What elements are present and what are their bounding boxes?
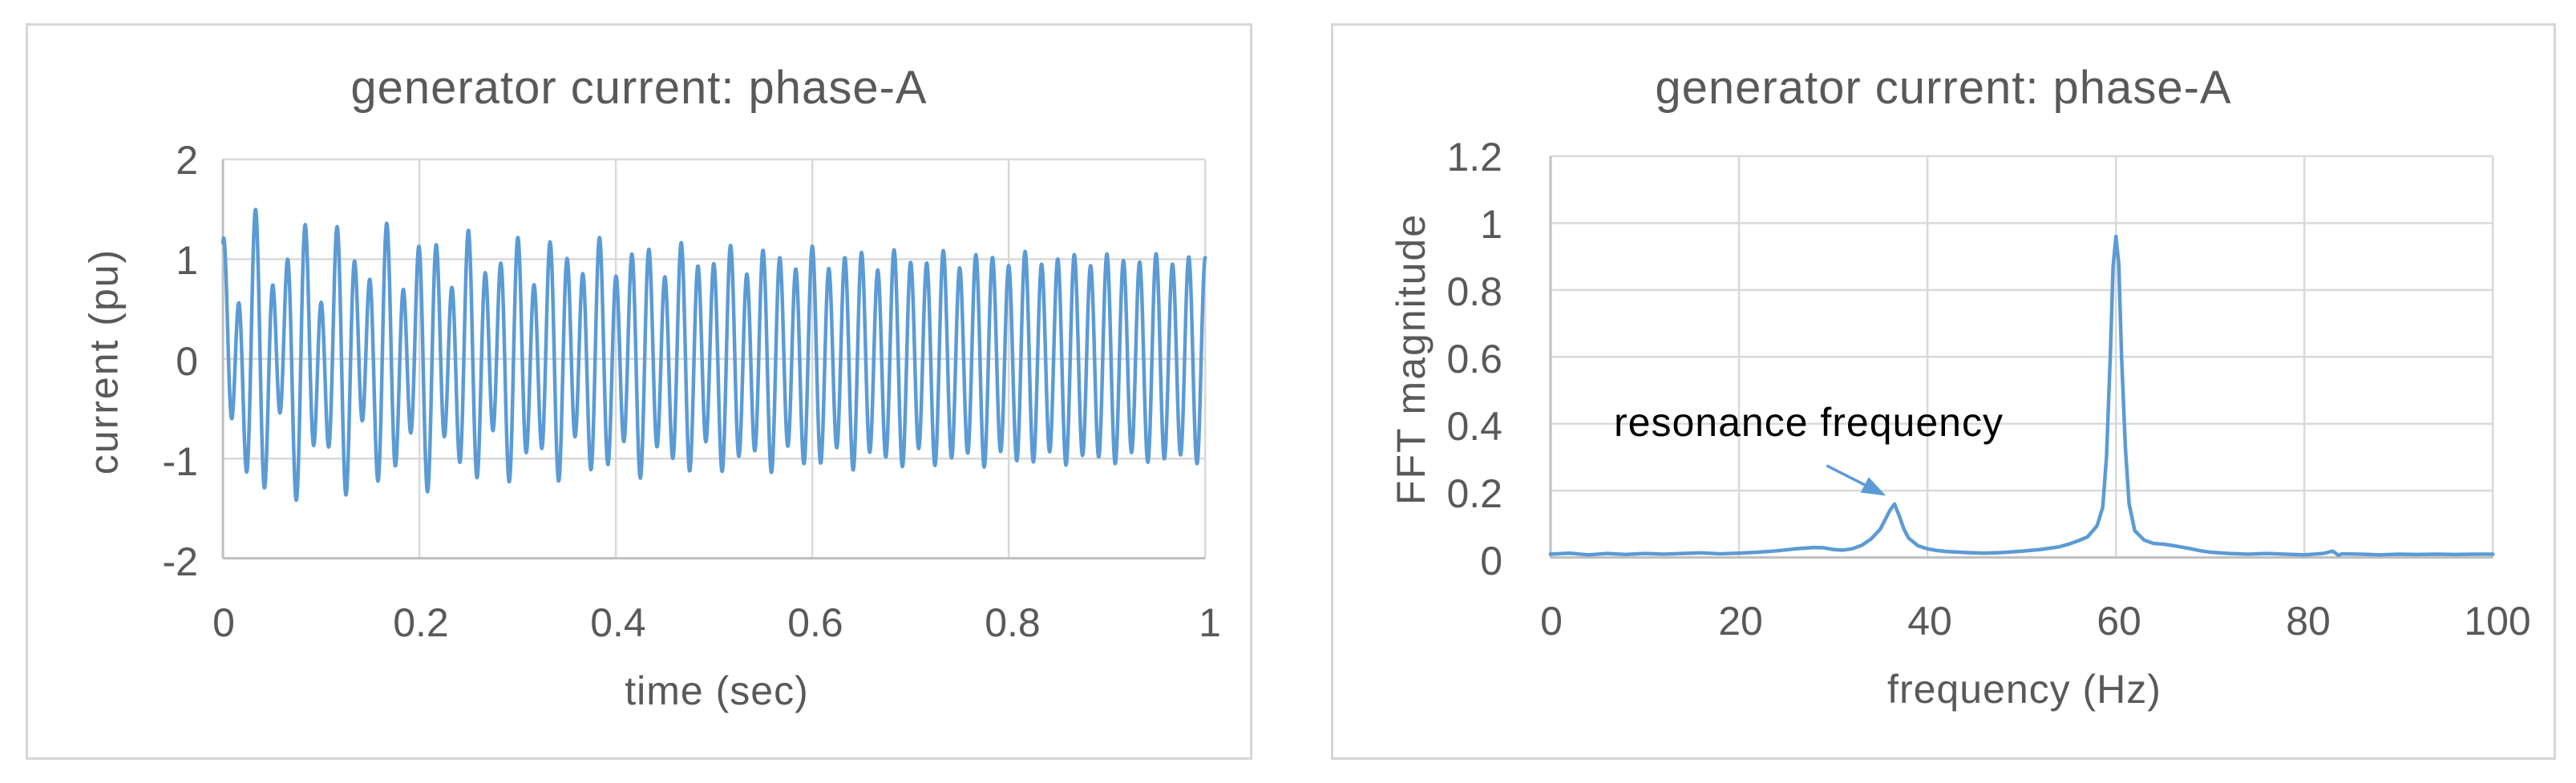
chart-title: generator current: phase-A [350, 62, 928, 114]
x-axis-title: time (sec) [625, 668, 809, 713]
y-axis-title: FFT magnitude [1389, 212, 1434, 506]
data-series-line [1548, 234, 2495, 557]
y-tick-label: 0 [1480, 539, 1502, 583]
y-tick-label: 1 [176, 238, 198, 284]
annotation-arrow-line [1826, 464, 1866, 486]
y-tick-label: 0.4 [1446, 404, 1502, 449]
annotation-arrowhead [1860, 477, 1887, 496]
x-tick-label: 0.4 [590, 600, 646, 645]
x-tick-label: 0.8 [985, 600, 1041, 645]
x-tick-label: 1 [1199, 600, 1221, 645]
chart-title: generator current: phase-A [1655, 62, 2232, 114]
fft-plot [1548, 155, 2495, 559]
x-tick-label: 40 [1907, 599, 1952, 644]
time-domain-chart-panel: generator current: phase-A time (sec) cu… [26, 23, 1252, 760]
time-domain-plot [220, 158, 1207, 560]
x-tick-label: 60 [2097, 599, 2141, 644]
data-series-line [220, 208, 1207, 502]
resonance-annotation-label: resonance frequency [1614, 400, 2004, 445]
x-tick-label: 0 [212, 600, 235, 645]
x-tick-label: 0 [1540, 599, 1563, 644]
y-tick-label: -2 [162, 539, 198, 584]
x-tick-label: 80 [2286, 599, 2331, 644]
y-tick-label: 0.2 [1446, 471, 1502, 516]
x-axis-title: frequency (Hz) [1887, 667, 2161, 712]
x-tick-label: 20 [1718, 599, 1763, 644]
x-tick-label: 0.6 [787, 600, 843, 645]
y-tick-label: -1 [162, 438, 198, 484]
fft-chart-panel: generator current: phase-A frequency (Hz… [1331, 23, 2556, 760]
x-tick-label: 100 [2464, 599, 2531, 644]
y-tick-label: 0.8 [1446, 269, 1502, 314]
y-tick-label: 1.2 [1446, 135, 1502, 180]
y-tick-label: 2 [176, 138, 198, 183]
y-axis-title: current (pu) [81, 248, 126, 474]
y-tick-label: 0 [176, 338, 198, 384]
y-tick-label: 1 [1480, 202, 1502, 247]
y-tick-label: 0.6 [1446, 337, 1502, 381]
x-tick-label: 0.2 [393, 600, 449, 645]
